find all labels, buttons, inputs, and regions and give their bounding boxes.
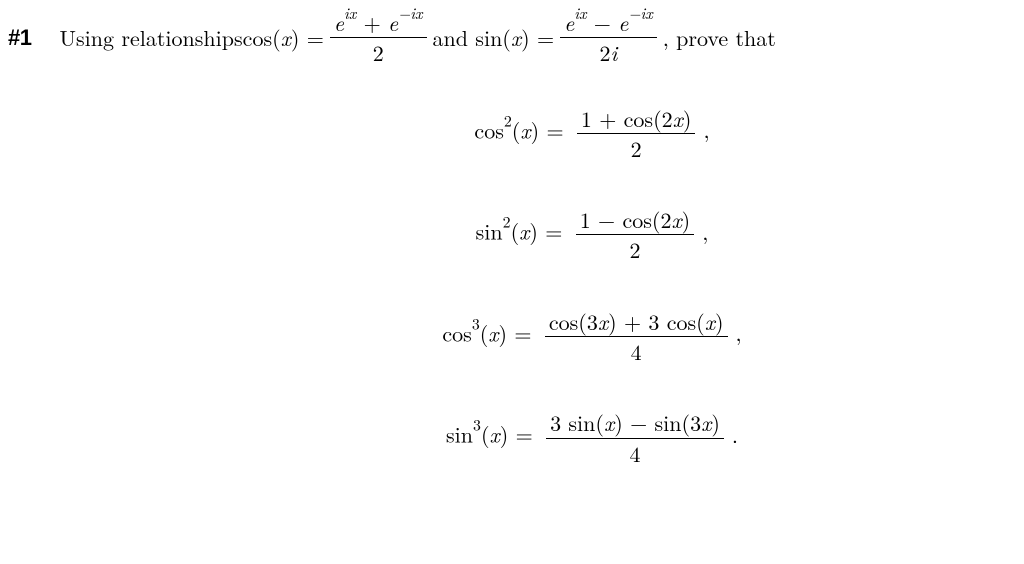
sup-ix: ix: [344, 1, 356, 24]
e2: e: [388, 7, 398, 38]
e1-pow: 2: [504, 108, 512, 131]
e4-num-x2: x: [701, 407, 711, 438]
e1-trail: ,: [703, 114, 709, 145]
e4-num: 3 sin(x) − sin(3x): [546, 410, 724, 438]
e3-num-x1: x: [598, 306, 608, 337]
e3-num: cos(3x) + 3 cos(x): [545, 309, 728, 337]
e3: e: [564, 7, 574, 38]
e3-num-x2: x: [705, 306, 715, 337]
e1-den: 2: [577, 134, 696, 161]
minus: −: [586, 7, 618, 38]
sup-neg-ix: −ix: [398, 1, 422, 24]
e2-num-b: ): [682, 204, 691, 235]
e3-eq: ) =: [499, 317, 539, 348]
intro-text-c: , prove that: [663, 22, 776, 53]
e4-fn: sin: [446, 419, 473, 450]
e3-num-b: ) + 3 cos(: [608, 306, 705, 337]
den-2: 2: [600, 37, 611, 68]
e2-den: 2: [576, 235, 695, 262]
e1-fn: cos: [474, 114, 503, 145]
sup-ix-2: ix: [574, 1, 586, 24]
problem-line: #1 Using relationships cos(x) = eix + e−…: [8, 10, 1016, 66]
rparen-eq: ) =: [291, 22, 324, 53]
var-x-2: x: [511, 22, 521, 53]
e4: e: [618, 7, 628, 38]
sin-def-numerator: eix − e−ix: [560, 10, 657, 38]
e4-frac: 3 sin(x) − sin(3x) 4: [546, 410, 724, 466]
and-sin: and sin(: [433, 22, 511, 53]
equation-4: sin3(x) = 3 sin(x) − sin(3x) 4 .: [8, 410, 1016, 466]
e4-trail: .: [732, 419, 738, 450]
e3-pow: 3: [472, 311, 480, 334]
e2-trail: ,: [702, 216, 708, 247]
e4-num-x1: x: [604, 407, 614, 438]
rparen-eq-2: ) =: [521, 22, 554, 53]
e1-x: x: [520, 114, 530, 145]
cos-word: cos(: [243, 22, 281, 53]
e4-num-c: ): [711, 407, 720, 438]
plus: +: [356, 7, 388, 38]
sin-def-denominator: 2i: [560, 38, 657, 65]
e4-num-b: ) − sin(3: [614, 407, 701, 438]
equation-3: cos3(x) = cos(3x) + 3 cos(x) 4 ,: [8, 309, 1016, 365]
sup-neg-ix-2: −ix: [628, 1, 652, 24]
e4-eq: ) =: [500, 419, 540, 450]
e2-num: 1 − cos(2x): [576, 207, 695, 235]
e1-num-a: 1 + cos(2: [581, 103, 673, 134]
cos-def-numerator: eix + e−ix: [330, 10, 427, 38]
den-i: i: [611, 37, 618, 68]
e2-x: x: [519, 216, 529, 247]
e3-fn: cos: [442, 317, 471, 348]
e3-frac: cos(3x) + 3 cos(x) 4: [545, 309, 728, 365]
e3-lp: (: [480, 317, 489, 348]
e4-x: x: [490, 419, 500, 450]
e4-lp: (: [481, 419, 490, 450]
cos-def-denominator: 2: [330, 38, 427, 65]
e1-frac: 1 + cos(2x) 2: [577, 106, 696, 162]
e2-num-x: x: [671, 204, 681, 235]
e3-x: x: [488, 317, 498, 348]
equation-2: sin2(x) = 1 − cos(2x) 2 ,: [8, 207, 1016, 263]
page: #1 Using relationships cos(x) = eix + e−…: [0, 0, 1024, 564]
cos-def-fraction: eix + e−ix 2: [330, 10, 427, 66]
sin-def-fraction: eix − e−ix 2i: [560, 10, 657, 66]
e3-den: 4: [545, 337, 728, 364]
e1-num-x: x: [673, 103, 683, 134]
problem-number: #1: [8, 25, 31, 51]
e4-num-a: 3 sin(: [550, 407, 604, 438]
e2-pow: 2: [503, 210, 511, 233]
e2-num-a: 1 − cos(2: [580, 204, 672, 235]
intro-text-b: and sin(x) =: [433, 22, 555, 53]
e4-pow: 3: [473, 413, 481, 436]
cos-def-lhs: cos(x) =: [243, 22, 324, 53]
e4-den: 4: [546, 439, 724, 466]
e2-lp: (: [511, 216, 520, 247]
equation-1: cos2(x) = 1 + cos(2x) 2 ,: [8, 106, 1016, 162]
e3-num-c: ): [715, 306, 724, 337]
e2-frac: 1 − cos(2x) 2: [576, 207, 695, 263]
e1: e: [334, 7, 344, 38]
intro-text-a: Using relationships: [59, 22, 242, 53]
e1-eq: ) =: [531, 114, 571, 145]
e1-num: 1 + cos(2x): [577, 106, 696, 134]
var-x: x: [281, 22, 291, 53]
e3-trail: ,: [736, 317, 742, 348]
e3-num-a: cos(3: [549, 306, 598, 337]
e1-num-b: ): [683, 103, 692, 134]
e2-eq: ) =: [529, 216, 569, 247]
e2-fn: sin: [476, 216, 503, 247]
